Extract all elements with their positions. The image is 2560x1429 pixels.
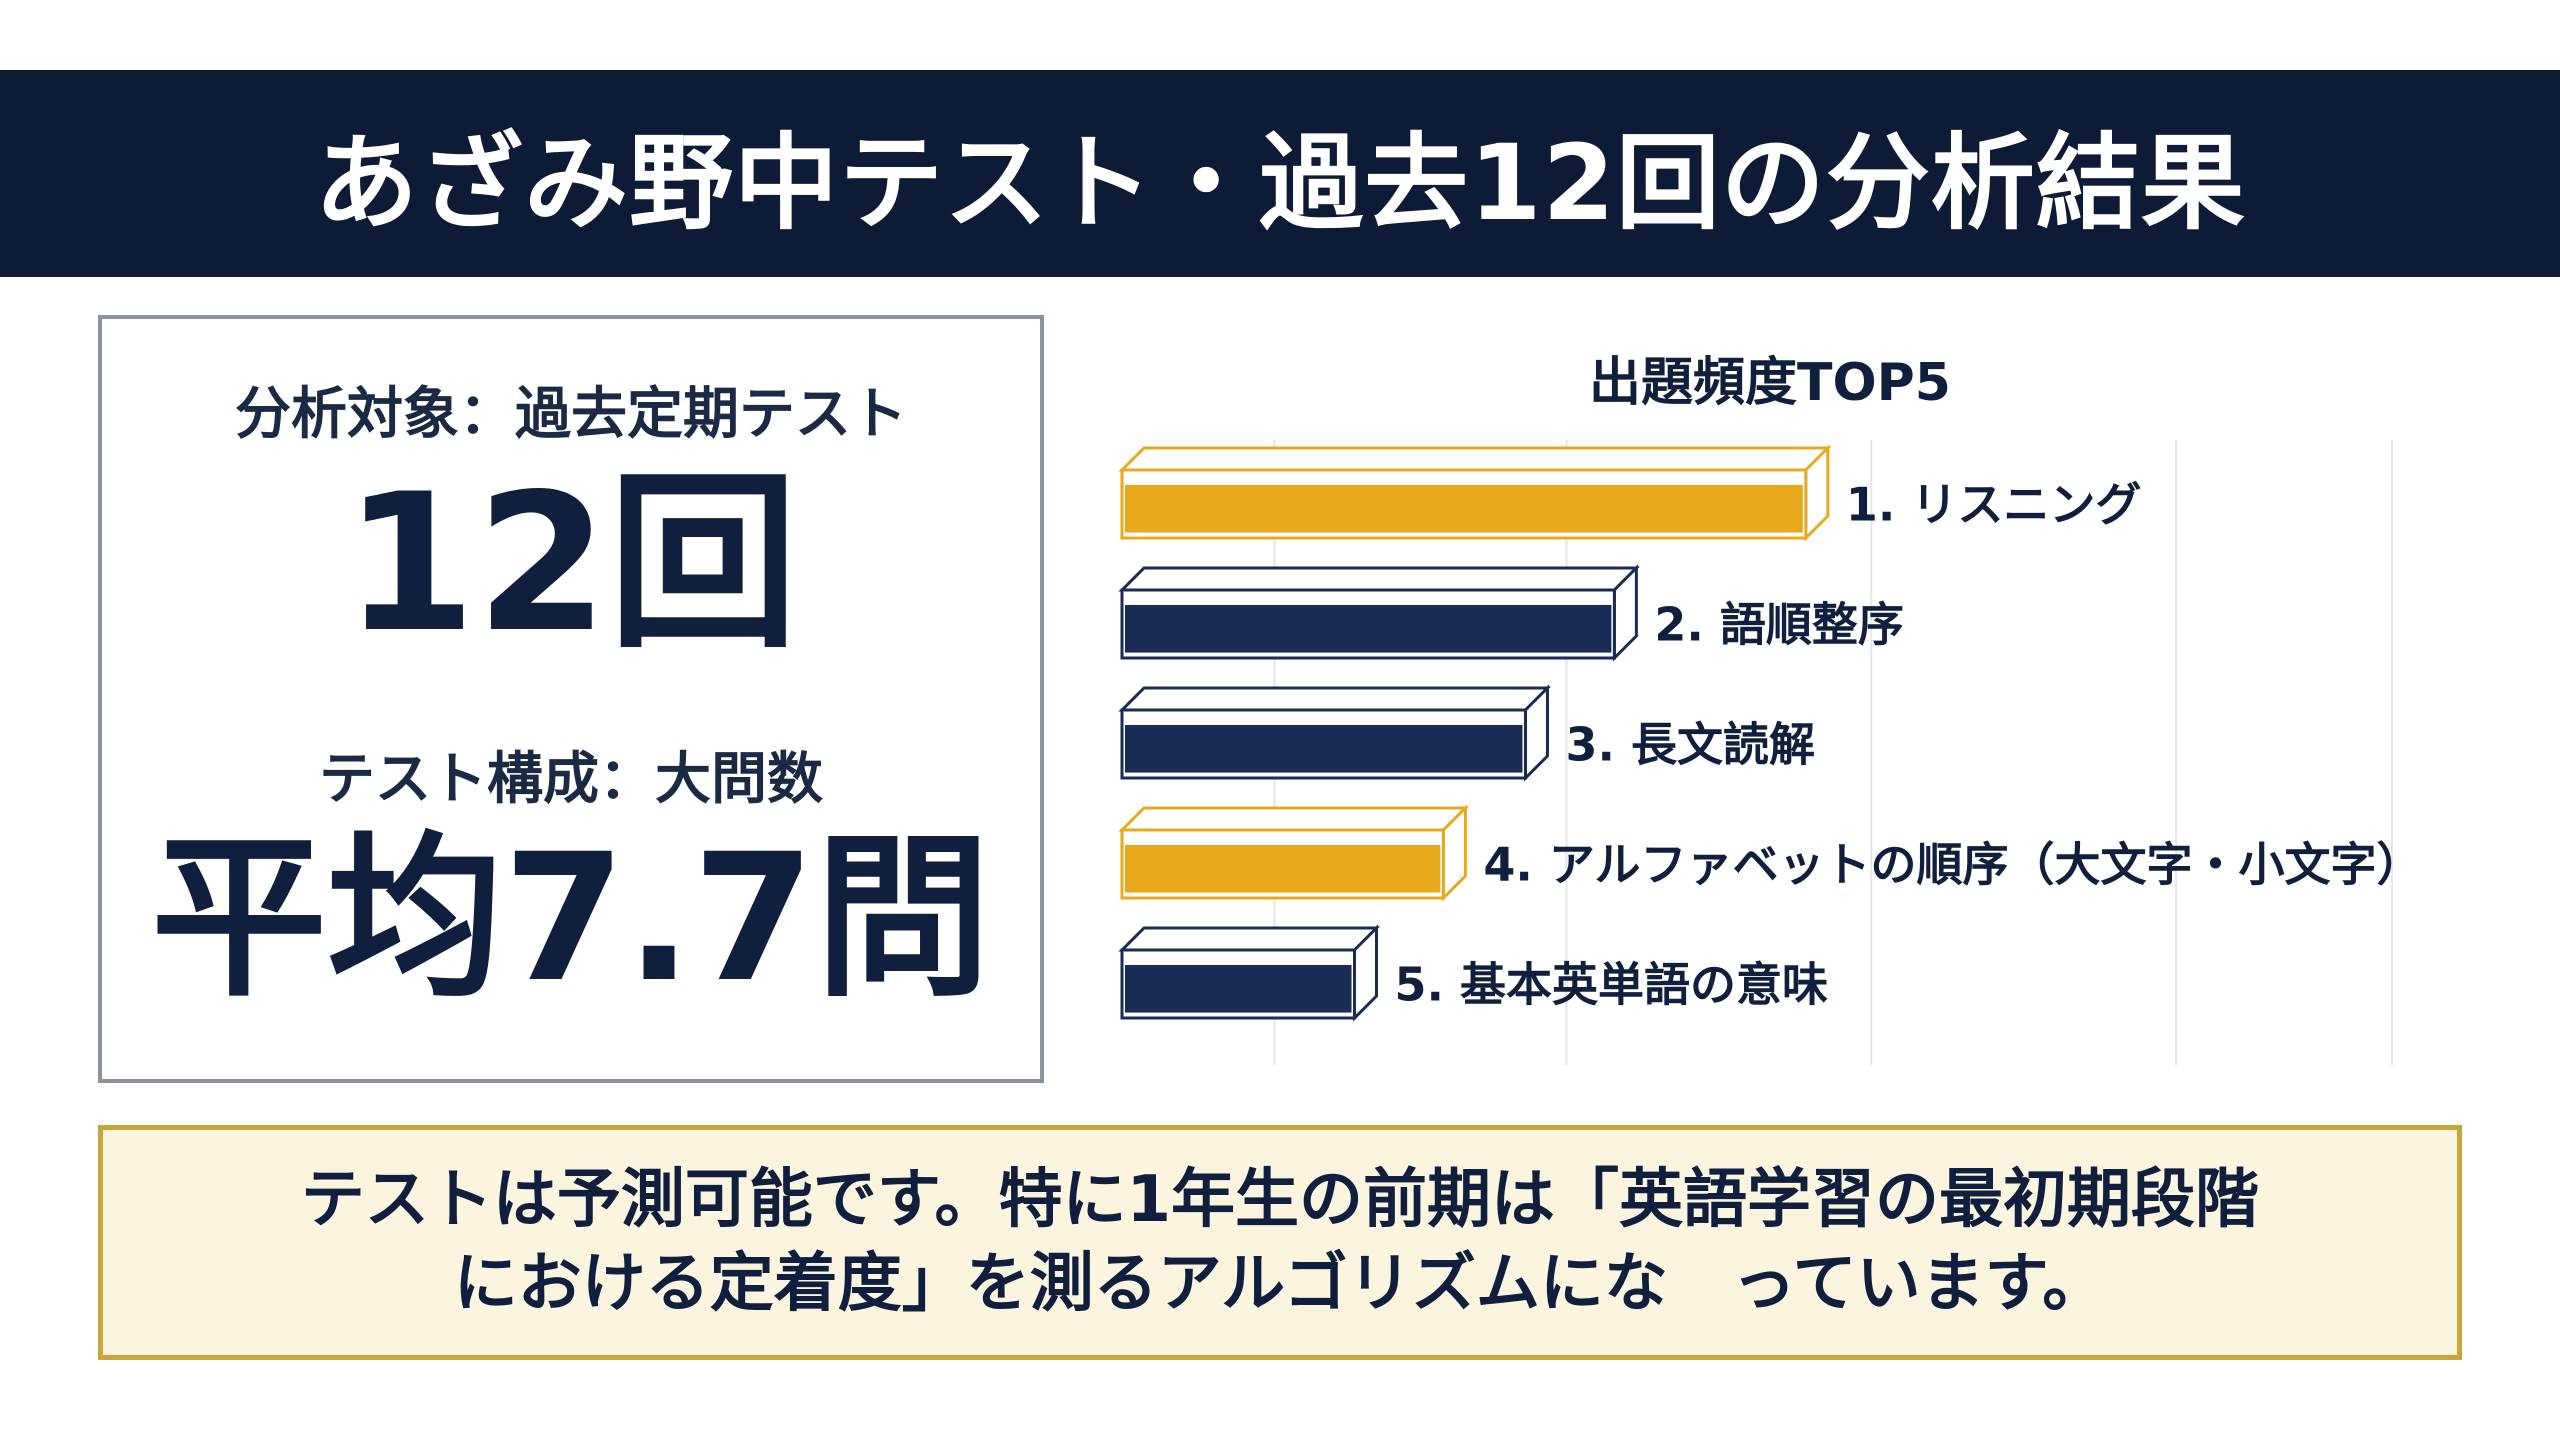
summary-box: 分析対象：過去定期テスト 12回 テスト構成：大問数 平均7.7問 [98,315,1044,1083]
structure-value: 平均7.7問 [151,816,991,1021]
structure-label: テスト構成：大問数 [319,747,823,812]
note-box: テストは予測可能です。特に1年生の前期は「英語学習の最初期段階 における定着度」… [98,1125,2462,1360]
frequency-bar-chart: 1. リスニング 2. 語順整序 3. 長文読解 4. アルファベットの順序（大文字・… [1118,440,2422,1065]
bar [1118,444,1832,542]
target-value: 12回 [343,453,799,674]
title-bar: あざみ野中テスト・過去12回の分析結果 [0,70,2560,277]
bar-label: 1. リスニング [1846,478,2142,532]
note-text: テストは予測可能です。特に1年生の前期は「英語学習の最初期段階 における定着度」… [300,1163,2260,1321]
bar-label: 2. 語順整序 [1654,598,1904,652]
page-title: あざみ野中テスト・過去12回の分析結果 [314,122,2246,244]
bar [1118,804,1470,902]
bar-label: 4. アルファベットの順序（大文字・小文字） [1483,838,2422,892]
bar [1118,924,1381,1022]
bar-label: 5. 基本英単語の意味 [1395,958,1829,1012]
chart-title: 出題頻度TOP5 [1589,353,1951,413]
bar [1118,684,1552,782]
bar [1118,564,1640,662]
target-label: 分析対象：過去定期テスト [235,382,907,447]
bar-label: 3. 長文読解 [1565,718,1815,772]
